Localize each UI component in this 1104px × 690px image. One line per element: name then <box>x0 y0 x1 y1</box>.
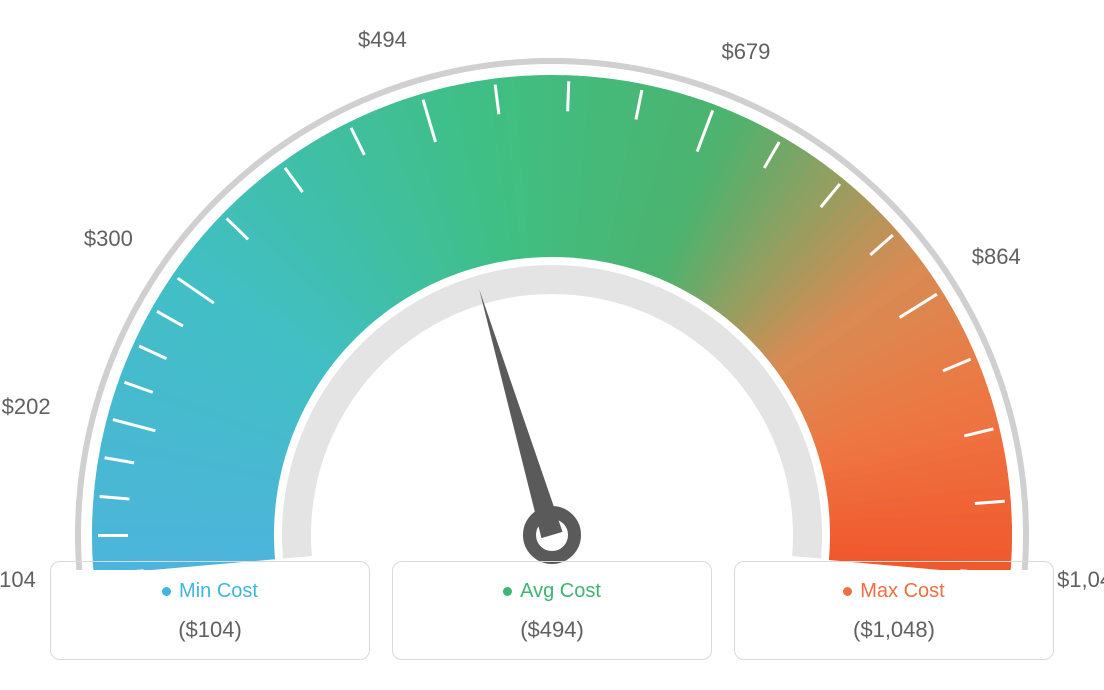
cost-gauge-chart: $104 $202 $300 $494 $679 $864 $1,048 Min Cost … <box>0 0 1104 690</box>
gauge-svg <box>0 10 1104 570</box>
gauge-tick-label: $864 <box>972 244 1021 270</box>
legend-value-avg: ($494) <box>393 617 711 643</box>
legend-dot-min <box>162 587 171 596</box>
legend-label-avg: Avg Cost <box>520 580 601 603</box>
gauge-tick-label: $300 <box>84 226 133 252</box>
legend-dot-max <box>843 587 852 596</box>
gauge-tick-label: $494 <box>358 27 407 53</box>
gauge-tick-label: $202 <box>2 394 51 420</box>
legend-row: Min Cost ($104) Avg Cost ($494) Max Cost… <box>50 561 1054 660</box>
legend-dot-avg <box>503 587 512 596</box>
legend-label-max: Max Cost <box>860 580 944 603</box>
legend-label-min: Min Cost <box>179 580 258 603</box>
gauge-tick-label: $1,048 <box>1057 567 1104 593</box>
legend-value-min: ($104) <box>51 617 369 643</box>
legend-box-avg: Avg Cost ($494) <box>392 561 712 660</box>
gauge-tick-label: $104 <box>0 567 36 593</box>
legend-box-min: Min Cost ($104) <box>50 561 370 660</box>
gauge-area: $104$202$300$494$679$864$1,048 <box>0 10 1104 570</box>
legend-value-max: ($1,048) <box>735 617 1053 643</box>
gauge-tick-label: $679 <box>721 39 770 65</box>
legend-box-max: Max Cost ($1,048) <box>734 561 1054 660</box>
